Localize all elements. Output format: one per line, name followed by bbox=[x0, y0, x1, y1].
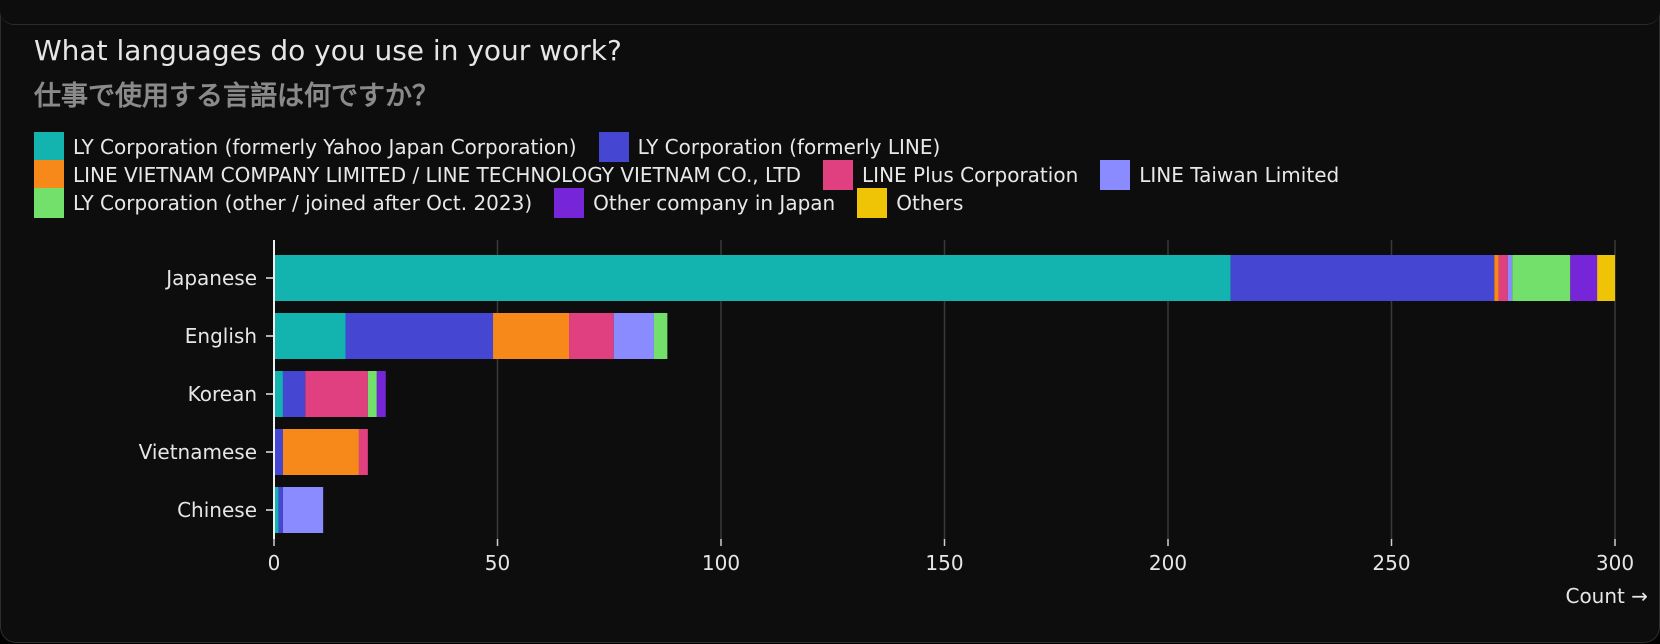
legend-item-formerly-line[interactable]: LY Corporation (formerly LINE) bbox=[598, 132, 941, 162]
bar-segment bbox=[305, 371, 368, 417]
bar-segment bbox=[274, 313, 346, 359]
legend-label: LINE Taiwan Limited bbox=[1139, 163, 1340, 187]
x-tick-label: 100 bbox=[702, 551, 740, 575]
legend-item-other-company-japan[interactable]: Other company in Japan bbox=[554, 188, 835, 218]
legend-row-2: LINE VIETNAM COMPANY LIMITED / LINE TECH… bbox=[34, 160, 1361, 190]
bar-segment bbox=[1498, 255, 1508, 301]
bar-segment bbox=[1230, 255, 1495, 301]
legend-label: Other company in Japan bbox=[593, 191, 836, 215]
previous-card-edge bbox=[0, 0, 1660, 25]
legend-row-3: LY Corporation (other / joined after Oct… bbox=[34, 188, 985, 218]
legend-swatch bbox=[34, 160, 64, 190]
y-tick-label: Korean bbox=[188, 382, 257, 406]
bar-segment bbox=[1494, 255, 1499, 301]
legend-swatch bbox=[857, 188, 888, 218]
y-tick-label: English bbox=[185, 324, 257, 348]
bar-segment bbox=[282, 487, 324, 533]
x-tick-label: 0 bbox=[268, 551, 281, 575]
legend-swatch bbox=[34, 188, 64, 218]
bar-segment bbox=[358, 429, 368, 475]
chart-title: What languages do you use in your work? bbox=[34, 34, 622, 67]
bar-segment bbox=[274, 371, 283, 417]
bar-segment bbox=[345, 313, 494, 359]
bar-segment bbox=[282, 371, 306, 417]
legend-item-yahoo-japan[interactable]: LY Corporation (formerly Yahoo Japan Cor… bbox=[34, 132, 577, 162]
legend-item-others[interactable]: Others bbox=[857, 188, 963, 218]
legend-label: LY Corporation (other / joined after Oct… bbox=[73, 191, 533, 215]
bar-segment bbox=[613, 313, 654, 359]
bar-segment bbox=[274, 487, 279, 533]
bar-segment bbox=[569, 313, 614, 359]
bar-segment bbox=[1570, 255, 1598, 301]
legend-label: Others bbox=[896, 191, 964, 215]
legend-label: LY Corporation (formerly LINE) bbox=[637, 135, 941, 159]
y-tick-label: Japanese bbox=[164, 266, 257, 290]
legend-label: LY Corporation (formerly Yahoo Japan Cor… bbox=[73, 135, 577, 159]
x-tick-label: 250 bbox=[1372, 551, 1410, 575]
legend-item-line-vietnam[interactable]: LINE VIETNAM COMPANY LIMITED / LINE TECH… bbox=[34, 160, 801, 190]
bar-segment bbox=[274, 429, 283, 475]
bar-segment bbox=[1507, 255, 1513, 301]
legend-swatch bbox=[554, 188, 585, 218]
legend-row-1: LY Corporation (formerly Yahoo Japan Cor… bbox=[34, 132, 962, 162]
y-tick-label: Chinese bbox=[177, 498, 257, 522]
bar-segment bbox=[1597, 255, 1615, 301]
legend-swatch bbox=[1100, 160, 1131, 190]
bar-segment bbox=[274, 255, 1231, 301]
bar-segment bbox=[653, 313, 668, 359]
legend-item-line-plus[interactable]: LINE Plus Corporation bbox=[823, 160, 1078, 190]
x-axis-label: Count → bbox=[1565, 584, 1648, 608]
legend-swatch bbox=[598, 132, 629, 162]
bar-segment bbox=[1512, 255, 1571, 301]
bar-segment bbox=[376, 371, 386, 417]
bar-segment bbox=[493, 313, 570, 359]
y-tick-label: Vietnamese bbox=[139, 440, 257, 464]
x-tick-label: 150 bbox=[925, 551, 963, 575]
legend-label: LINE VIETNAM COMPANY LIMITED / LINE TECH… bbox=[73, 163, 802, 187]
x-tick-label: 200 bbox=[1149, 551, 1187, 575]
legend-item-line-taiwan[interactable]: LINE Taiwan Limited bbox=[1100, 160, 1339, 190]
bar-segment bbox=[282, 429, 359, 475]
x-tick-label: 50 bbox=[485, 551, 510, 575]
bar-segment bbox=[367, 371, 377, 417]
legend-label: LINE Plus Corporation bbox=[862, 163, 1079, 187]
legend-swatch bbox=[823, 160, 854, 190]
bar-segment bbox=[278, 487, 283, 533]
x-tick-label: 300 bbox=[1596, 551, 1634, 575]
legend-swatch bbox=[34, 132, 64, 162]
chart-subtitle: 仕事で使用する言語は何ですか？ bbox=[34, 81, 439, 112]
legend-item-ly-other[interactable]: LY Corporation (other / joined after Oct… bbox=[34, 188, 532, 218]
